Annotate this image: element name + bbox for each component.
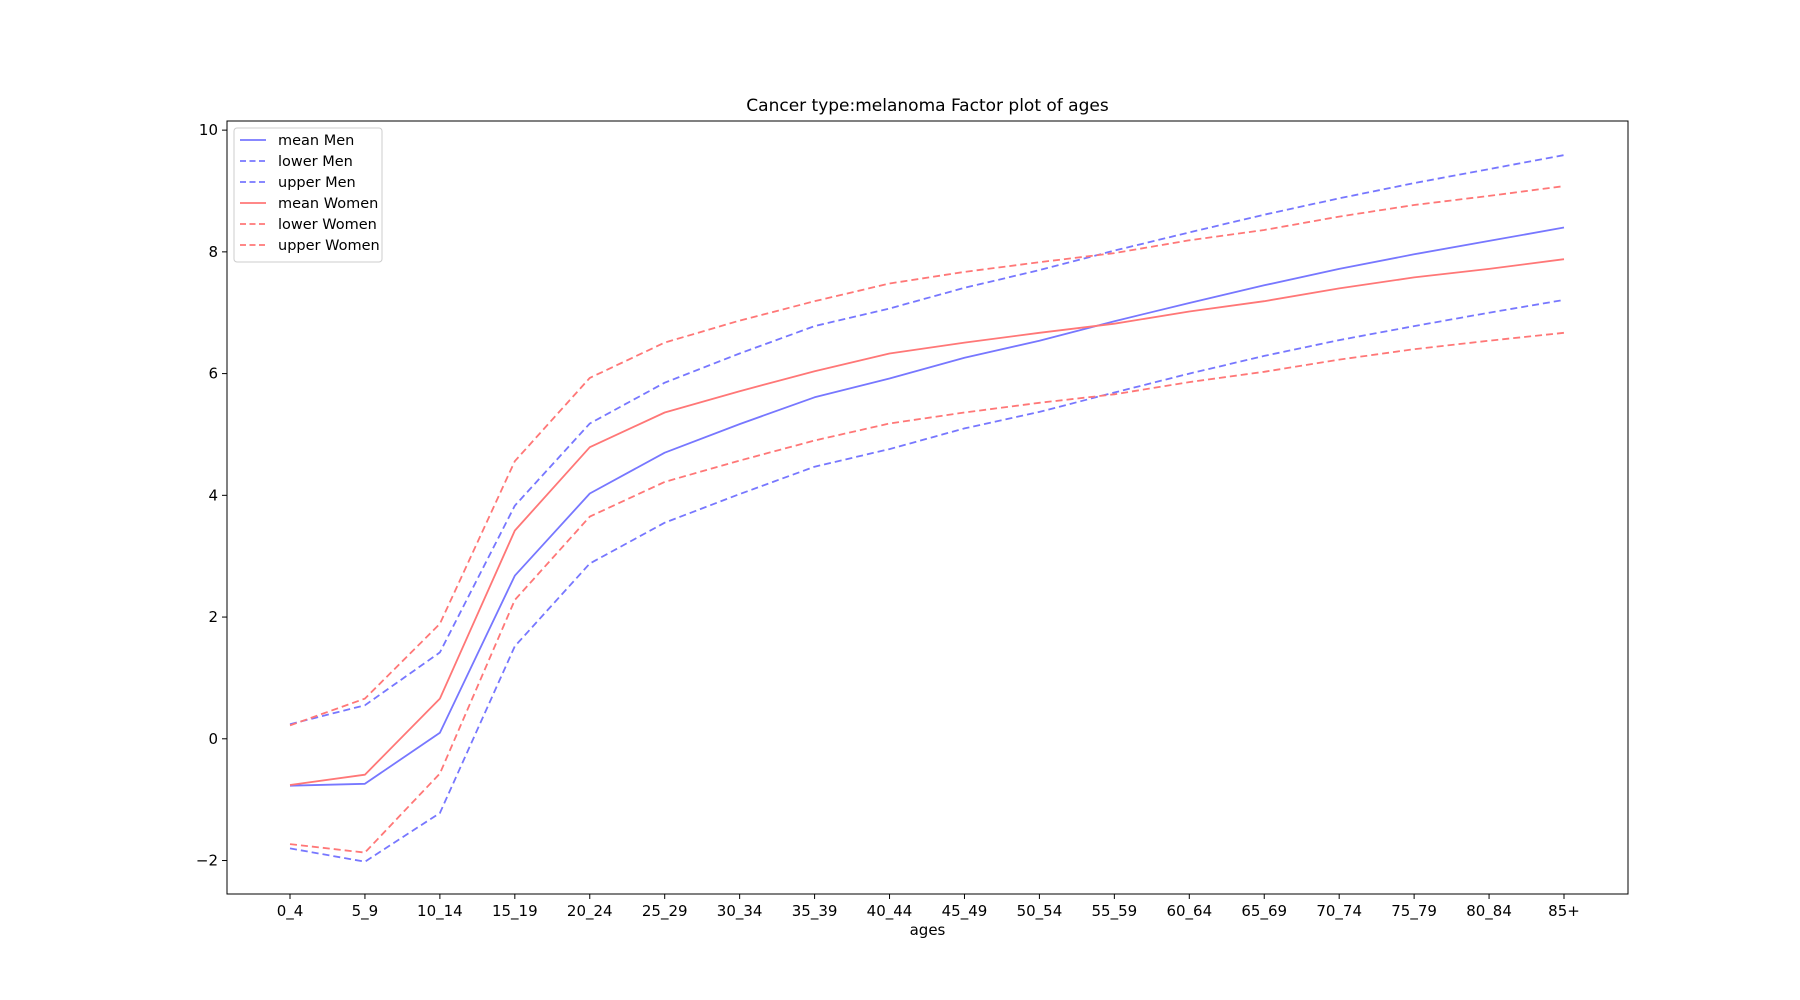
y-tick-label: 2 — [208, 608, 218, 626]
x-tick-label: 85+ — [1548, 902, 1580, 920]
y-tick-label: −2 — [196, 852, 218, 870]
x-tick-label: 10_14 — [417, 902, 463, 921]
y-tick-label: 0 — [208, 730, 218, 748]
series-line-mean-women — [289, 258, 1565, 786]
legend: mean Men lower Men upper Men mean Women lowe… — [233, 127, 383, 263]
y-tick-label: 6 — [208, 365, 218, 383]
y-axis: −2 0 2 4 6 8 10 — [196, 121, 227, 870]
x-tick-label: 0_4 — [277, 902, 304, 921]
series-line-upper-men — [289, 154, 1565, 726]
plot-area-frame — [226, 120, 1629, 895]
x-tick-label: 15_19 — [492, 902, 538, 921]
x-tick-label: 25_29 — [642, 902, 688, 921]
legend-label: lower Women — [278, 217, 377, 233]
x-tick-label: 80_84 — [1466, 902, 1512, 921]
y-tick-label: 10 — [199, 121, 218, 139]
y-tick-label: 8 — [208, 243, 218, 261]
series-line-lower-women — [289, 331, 1565, 854]
x-axis: 0_4 5_9 10_14 15_19 20_24 25_29 30_34 35_39 40_4… — [277, 894, 1580, 921]
series-layer — [289, 154, 1565, 863]
x-tick-label: 70_74 — [1316, 902, 1362, 921]
x-tick-label: 45_49 — [942, 902, 988, 921]
x-axis-title: ages — [910, 921, 946, 939]
x-tick-label: 65_69 — [1241, 902, 1287, 921]
x-tick-label: 40_44 — [867, 902, 913, 921]
series-line-mean-men — [289, 226, 1565, 787]
x-tick-label: 35_39 — [792, 902, 838, 921]
x-tick-label: 55_59 — [1092, 902, 1138, 921]
legend-label: upper Men — [278, 175, 356, 191]
x-tick-label: 60_64 — [1166, 902, 1212, 921]
legend-label: lower Men — [278, 154, 353, 170]
series-line-upper-women — [289, 185, 1565, 727]
legend-label: mean Men — [278, 133, 354, 149]
x-tick-label: 5_9 — [352, 902, 379, 921]
legend-label: mean Women — [278, 196, 378, 212]
legend-label: upper Women — [278, 238, 380, 254]
legend-box — [233, 127, 383, 263]
x-tick-label: 75_79 — [1391, 902, 1437, 921]
x-tick-label: 30_34 — [717, 902, 763, 921]
x-tick-label: 20_24 — [567, 902, 613, 921]
chart-title: Cancer type:melanoma Factor plot of ages — [746, 96, 1109, 116]
series-line-lower-men — [289, 299, 1565, 863]
x-tick-label: 50_54 — [1017, 902, 1063, 921]
y-tick-label: 4 — [208, 486, 218, 504]
